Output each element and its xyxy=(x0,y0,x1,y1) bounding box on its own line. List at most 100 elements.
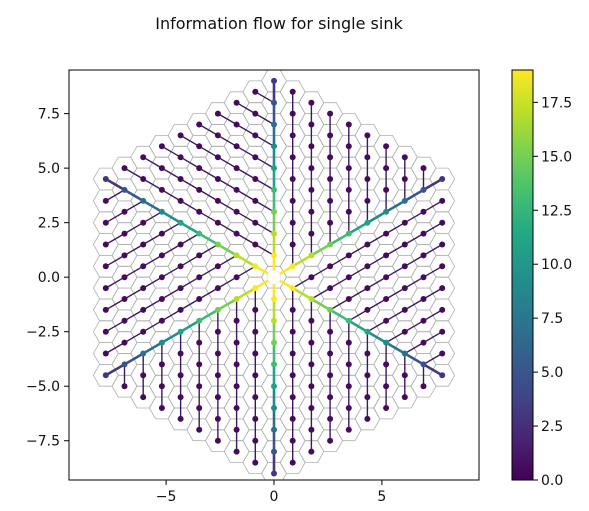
flow-edge xyxy=(254,134,275,147)
data-point xyxy=(439,197,446,204)
data-point xyxy=(140,285,147,292)
data-point xyxy=(383,296,390,302)
flow-edge xyxy=(198,287,219,300)
data-point xyxy=(420,339,427,346)
data-point xyxy=(289,110,296,117)
data-point xyxy=(271,99,277,106)
y-tick-label: 5.0 xyxy=(38,161,60,177)
data-point xyxy=(271,77,277,84)
data-point xyxy=(383,208,390,215)
flow-edge xyxy=(123,352,144,366)
data-point xyxy=(121,230,128,237)
data-point xyxy=(271,121,277,128)
data-point xyxy=(102,263,109,270)
flow-edge xyxy=(198,308,219,322)
flow-edge xyxy=(142,156,163,169)
data-point xyxy=(383,339,390,346)
data-point xyxy=(364,263,371,270)
flow-edge xyxy=(292,286,313,301)
data-point xyxy=(121,208,128,215)
data-point xyxy=(271,383,277,390)
data-point xyxy=(327,197,334,204)
data-point xyxy=(364,372,371,379)
data-point xyxy=(308,383,315,390)
sink-node xyxy=(266,269,282,285)
data-point xyxy=(177,132,184,139)
flow-edge xyxy=(236,265,256,278)
flow-edge xyxy=(105,254,125,267)
data-point xyxy=(308,361,315,368)
flow-edge xyxy=(180,232,200,246)
data-point xyxy=(233,383,240,390)
data-point xyxy=(308,208,315,215)
flow-edge xyxy=(423,309,443,322)
flow-edge xyxy=(385,222,406,235)
data-point xyxy=(401,219,408,226)
data-point xyxy=(214,306,221,313)
data-point xyxy=(401,328,408,335)
data-point xyxy=(383,143,390,150)
flow-edge xyxy=(423,265,443,278)
flow-edge xyxy=(105,320,125,333)
data-point xyxy=(308,143,315,150)
data-point xyxy=(383,317,390,324)
data-point xyxy=(364,197,371,204)
data-point xyxy=(364,219,371,226)
data-point xyxy=(345,121,352,128)
data-point xyxy=(271,230,277,237)
flow-edge xyxy=(105,232,125,246)
data-point xyxy=(345,252,352,259)
flow-edge xyxy=(217,222,237,235)
data-point xyxy=(289,219,296,226)
data-point xyxy=(327,394,334,401)
flow-edge xyxy=(142,254,163,267)
data-point xyxy=(364,285,371,292)
data-point xyxy=(289,263,296,270)
data-point xyxy=(140,306,147,313)
data-point xyxy=(420,361,427,368)
data-point xyxy=(214,394,221,401)
data-point xyxy=(214,176,221,182)
flow-edge xyxy=(179,221,200,235)
data-point xyxy=(214,132,221,139)
flow-edge xyxy=(217,243,238,257)
flow-edge xyxy=(348,265,368,278)
y-axis: −7.5 −5.0 −2.5 0.0 2.5 5.0 7.5 xyxy=(26,107,69,450)
data-point xyxy=(271,361,277,368)
data-point xyxy=(252,372,259,379)
flow-edge xyxy=(105,298,125,311)
flow-edge xyxy=(367,320,387,333)
flow-edge xyxy=(179,319,200,333)
data-point xyxy=(140,328,147,335)
flow-edge xyxy=(385,265,406,278)
data-point xyxy=(401,154,408,161)
flow-edge xyxy=(124,222,144,235)
data-point xyxy=(196,165,203,172)
data-point xyxy=(308,339,315,346)
edge-layer xyxy=(105,80,443,474)
data-point xyxy=(252,88,259,95)
data-point xyxy=(121,252,128,259)
flow-edge xyxy=(404,352,425,366)
flow-edge xyxy=(124,331,144,344)
flow-edge xyxy=(161,309,181,322)
flow-edge xyxy=(142,276,163,289)
data-point xyxy=(121,361,128,368)
data-point xyxy=(289,328,296,335)
data-point xyxy=(214,350,221,357)
flow-edge xyxy=(404,188,425,203)
data-point xyxy=(158,143,165,150)
data-point xyxy=(420,274,427,281)
data-point xyxy=(252,154,259,161)
data-point xyxy=(289,350,296,357)
flow-edge xyxy=(254,222,275,235)
flow-edge xyxy=(385,287,406,300)
flow-edge xyxy=(198,189,219,202)
data-point xyxy=(233,186,240,193)
flow-edge xyxy=(367,298,387,311)
flow-edge xyxy=(385,331,406,344)
data-point xyxy=(214,110,221,117)
data-point xyxy=(308,121,315,128)
data-point xyxy=(102,306,109,313)
flow-edge xyxy=(348,319,369,333)
